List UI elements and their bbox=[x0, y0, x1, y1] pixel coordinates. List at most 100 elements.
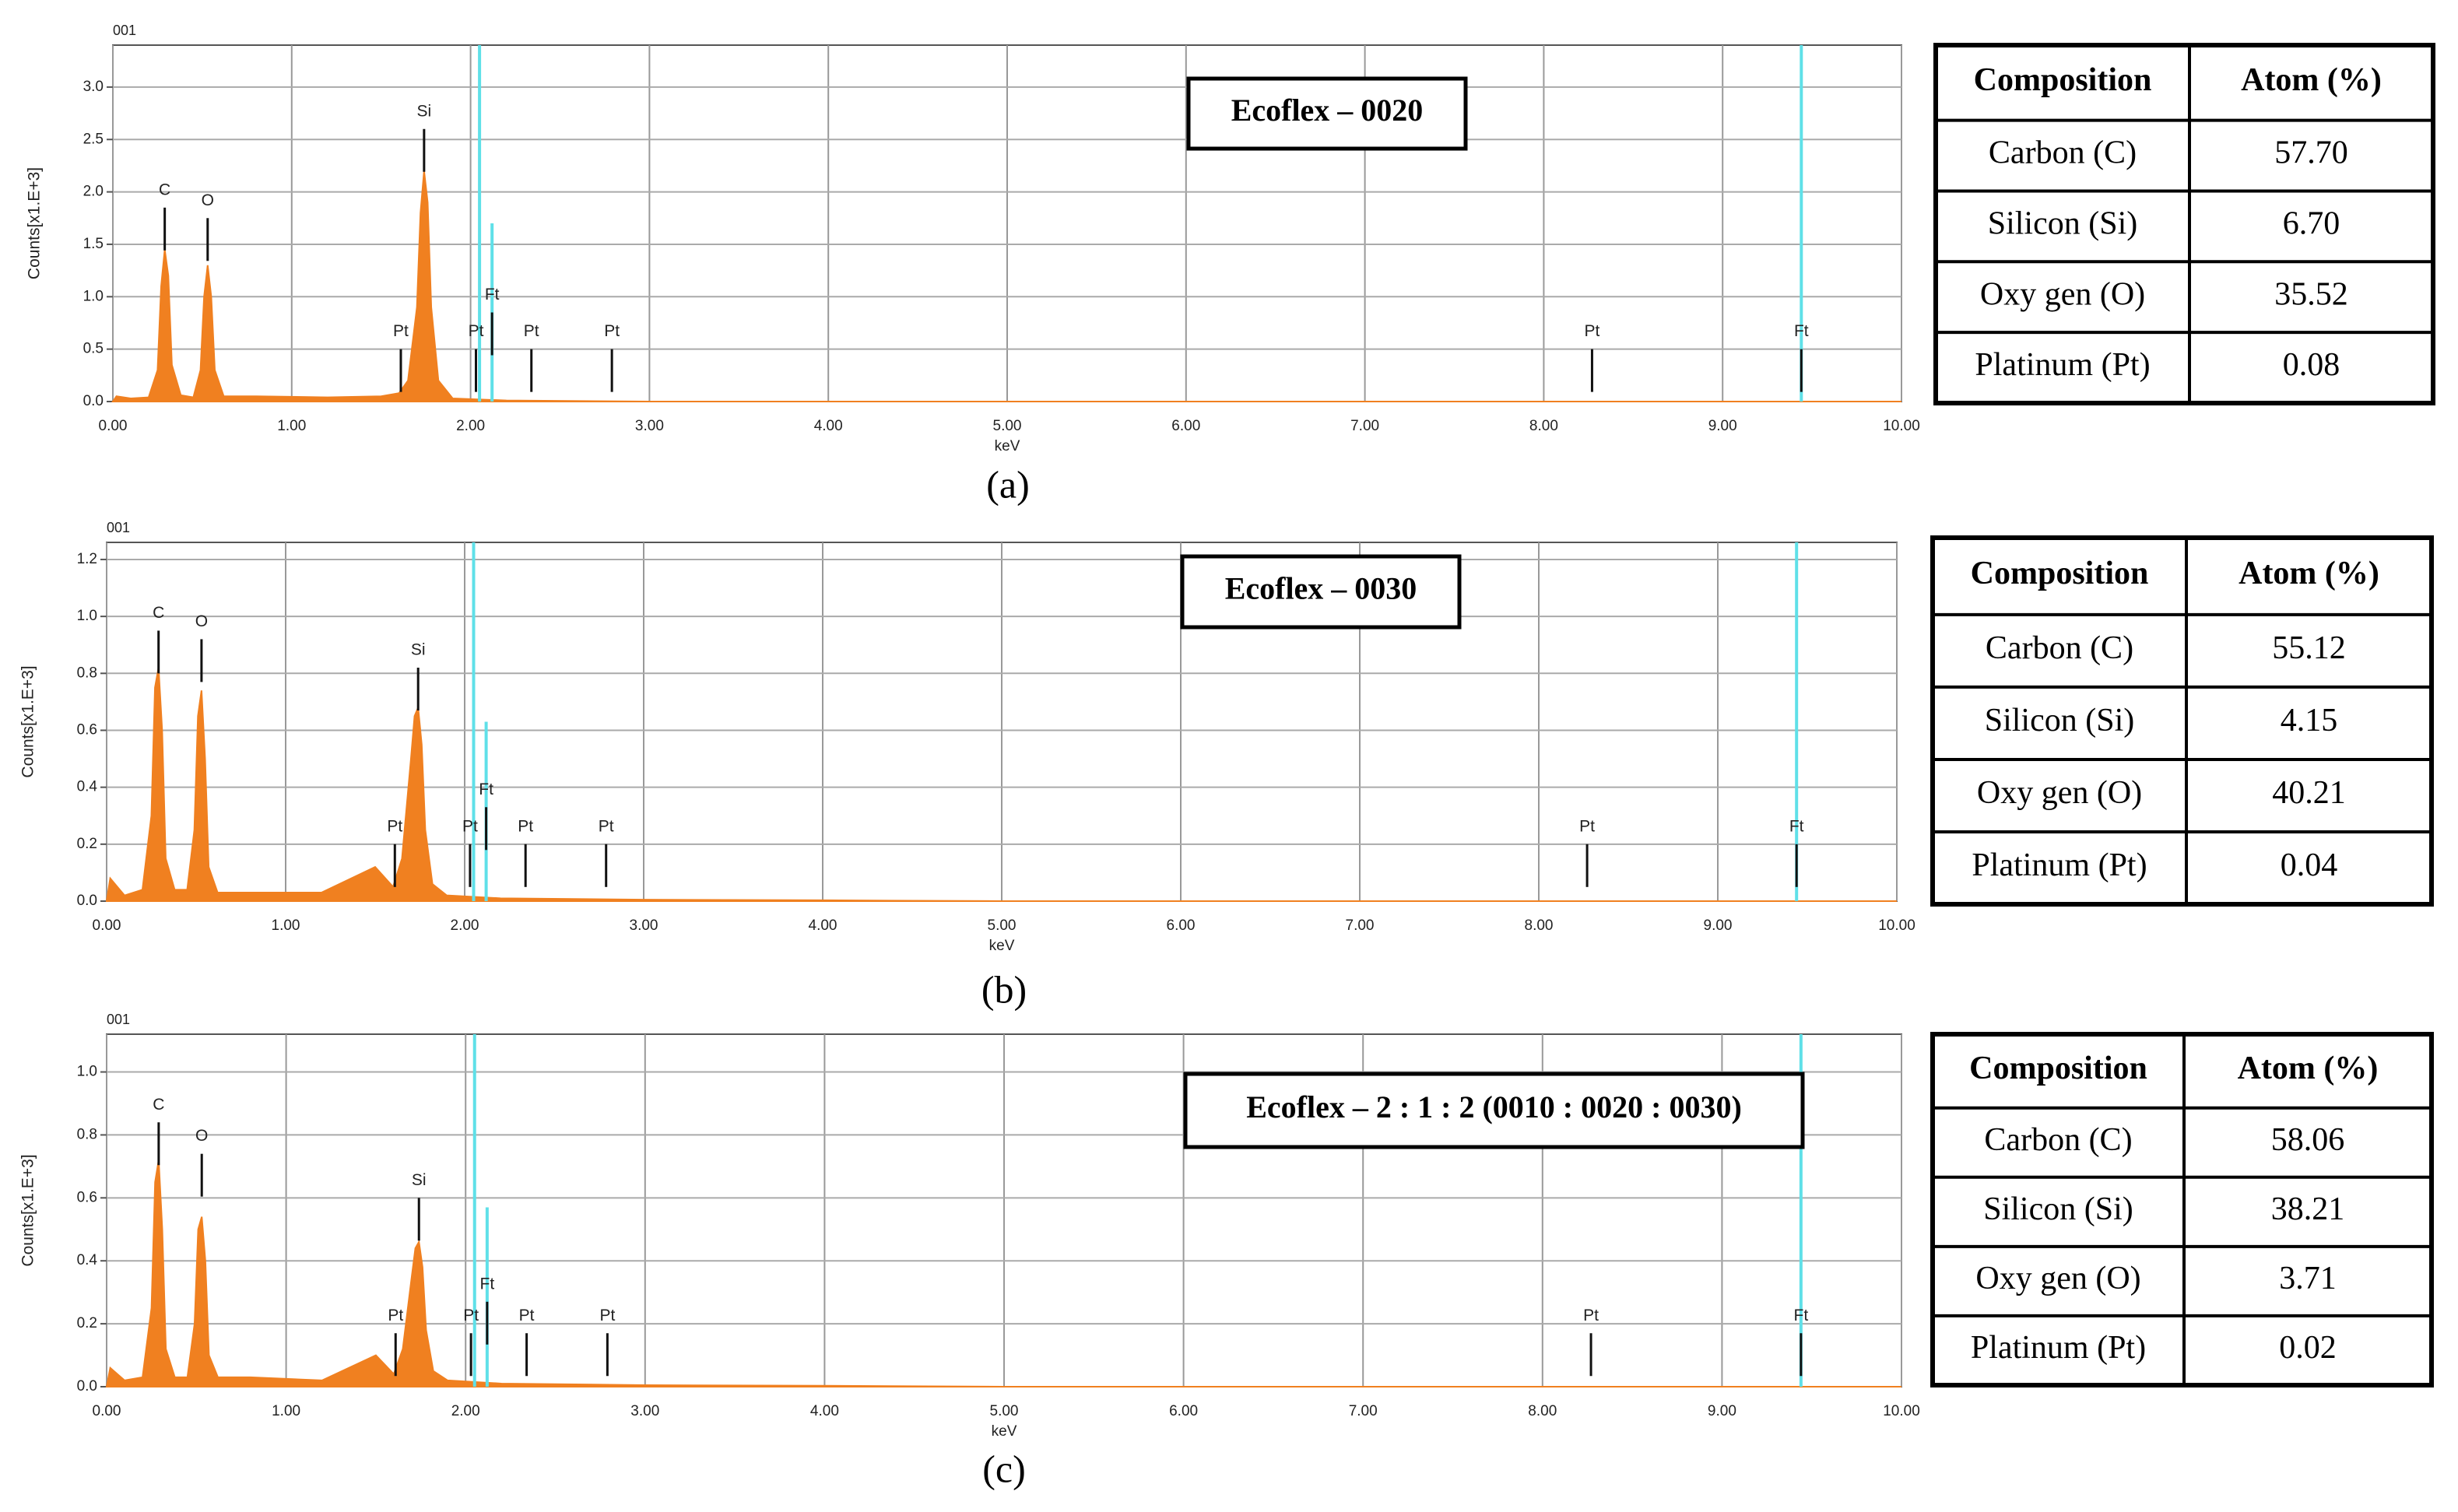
table-cell: Oxy gen (O) bbox=[1980, 276, 2145, 312]
peak-label: Ft bbox=[1794, 322, 1809, 340]
peak-label: Si bbox=[417, 102, 432, 120]
peak-label: Pt bbox=[393, 322, 409, 340]
x-tick-label: 6.00 bbox=[1169, 1403, 1198, 1419]
x-tick-label: 1.00 bbox=[272, 1403, 300, 1419]
title-box bbox=[1186, 76, 1468, 151]
y-tick-label: 0.8 bbox=[77, 665, 97, 681]
y-tick-label: 0.4 bbox=[77, 779, 98, 795]
x-tick-label: 10.00 bbox=[1883, 1403, 1920, 1419]
peak-label: Ft bbox=[485, 286, 500, 303]
x-tick-label: 1.00 bbox=[272, 917, 300, 934]
peak-label: Pt bbox=[1583, 1307, 1599, 1324]
peak-label: O bbox=[202, 191, 214, 209]
peak-label: Si bbox=[412, 1171, 427, 1189]
y-tick-label: 0.8 bbox=[77, 1126, 97, 1142]
y-tick-label: 0.0 bbox=[83, 393, 104, 409]
chart-title: Ecoflex – 2 : 1 : 2 (0010 : 0020 : 0030) bbox=[1246, 1089, 1742, 1124]
corner-label: 001 bbox=[107, 1012, 130, 1027]
x-tick-label: 8.00 bbox=[1529, 418, 1558, 434]
table-cell: 4.15 bbox=[2281, 703, 2338, 738]
table-cell: Platinum (Pt) bbox=[1972, 847, 2147, 883]
table-header: Atom (%) bbox=[2239, 556, 2379, 591]
peak-label: Pt bbox=[599, 1307, 615, 1324]
x-tick-label: 3.00 bbox=[635, 418, 664, 434]
x-tick-label: 10.00 bbox=[1883, 418, 1920, 434]
x-tick-label: 4.00 bbox=[809, 917, 837, 934]
peak-label: C bbox=[159, 181, 170, 198]
x-tick-label: 10.00 bbox=[1878, 917, 1915, 934]
x-tick-label: 5.00 bbox=[993, 418, 1022, 434]
table-cell: 0.02 bbox=[2279, 1330, 2337, 1366]
y-tick-label: 0.0 bbox=[77, 1378, 97, 1394]
table-cell: 55.12 bbox=[2272, 630, 2346, 666]
peak-label: Ft bbox=[479, 781, 493, 798]
table-cell: Silicon (Si) bbox=[1985, 703, 2135, 738]
peak-label: Pt bbox=[604, 322, 620, 340]
chart-title: Ecoflex – 0030 bbox=[1225, 571, 1417, 606]
y-axis-label: Counts[x1.E+3] bbox=[19, 665, 37, 777]
y-axis-label: Counts[x1.E+3] bbox=[26, 167, 44, 279]
table-cell: Platinum (Pt) bbox=[1971, 1330, 2146, 1366]
y-tick-label: 2.0 bbox=[83, 184, 104, 200]
x-tick-label: 9.00 bbox=[1708, 418, 1737, 434]
title-box bbox=[1180, 554, 1462, 630]
peak-label: Pt bbox=[462, 817, 478, 835]
y-tick-label: 0.6 bbox=[77, 721, 97, 738]
x-tick-label: 8.00 bbox=[1528, 1403, 1557, 1419]
x-tick-label: 7.00 bbox=[1349, 1403, 1378, 1419]
x-tick-label: 1.00 bbox=[277, 418, 306, 434]
caption: (c) bbox=[982, 1447, 1026, 1490]
table-cell: 57.70 bbox=[2274, 135, 2348, 171]
x-tick-label: 4.00 bbox=[810, 1403, 839, 1419]
peak-label: Pt bbox=[387, 817, 402, 835]
spectrum bbox=[111, 170, 1901, 402]
table-frame bbox=[1933, 43, 2435, 405]
peak-label: Pt bbox=[524, 322, 539, 340]
peak-label: O bbox=[195, 1127, 208, 1145]
title-box bbox=[1183, 1072, 1805, 1149]
x-tick-label: 7.00 bbox=[1350, 418, 1379, 434]
x-tick-label: 9.00 bbox=[1708, 1403, 1736, 1419]
table-cell: Platinum (Pt) bbox=[1975, 347, 2150, 383]
chart-title: Ecoflex – 0020 bbox=[1231, 93, 1424, 128]
table-cell: Silicon (Si) bbox=[1988, 206, 2138, 242]
x-tick-label: 0.00 bbox=[93, 1403, 121, 1419]
peak-label: Ft bbox=[480, 1275, 495, 1293]
y-tick-label: 0.4 bbox=[77, 1252, 98, 1268]
table-cell: Carbon (C) bbox=[1984, 1122, 2132, 1158]
corner-label: 001 bbox=[113, 23, 136, 38]
x-axis-label: keV bbox=[992, 1423, 1017, 1440]
x-tick-label: 6.00 bbox=[1171, 418, 1200, 434]
table-cell: 58.06 bbox=[2271, 1122, 2345, 1158]
spectrum bbox=[105, 1159, 1901, 1387]
table-cell: Oxy gen (O) bbox=[1977, 775, 2142, 811]
x-tick-label: 2.00 bbox=[451, 917, 479, 934]
x-tick-label: 5.00 bbox=[990, 1403, 1019, 1419]
caption: (b) bbox=[981, 967, 1027, 1011]
peak-label: Pt bbox=[463, 1307, 479, 1324]
y-tick-label: 0.2 bbox=[77, 836, 97, 852]
y-tick-label: 2.5 bbox=[83, 131, 104, 147]
y-tick-label: 1.0 bbox=[77, 1064, 97, 1080]
table-cell: Carbon (C) bbox=[1986, 630, 2133, 666]
table-header: Composition bbox=[1974, 62, 2152, 98]
y-tick-label: 1.5 bbox=[83, 236, 104, 252]
table-cell: 3.71 bbox=[2279, 1261, 2337, 1296]
x-axis-label: keV bbox=[989, 938, 1015, 954]
peak-label: C bbox=[153, 1096, 164, 1114]
x-tick-label: 7.00 bbox=[1346, 917, 1375, 934]
peak-label: O bbox=[195, 612, 208, 630]
peak-label: Pt bbox=[1579, 817, 1595, 835]
x-tick-label: 8.00 bbox=[1525, 917, 1554, 934]
peak-label: Ft bbox=[1789, 817, 1804, 835]
x-tick-label: 9.00 bbox=[1704, 917, 1733, 934]
table-cell: Silicon (Si) bbox=[1983, 1191, 2133, 1227]
spectrum bbox=[105, 667, 1897, 902]
peak-label: Pt bbox=[599, 817, 614, 835]
y-tick-label: 0.0 bbox=[77, 893, 97, 909]
x-tick-label: 0.00 bbox=[99, 418, 128, 434]
y-tick-label: 1.2 bbox=[77, 551, 97, 567]
peak-label: Pt bbox=[518, 817, 533, 835]
